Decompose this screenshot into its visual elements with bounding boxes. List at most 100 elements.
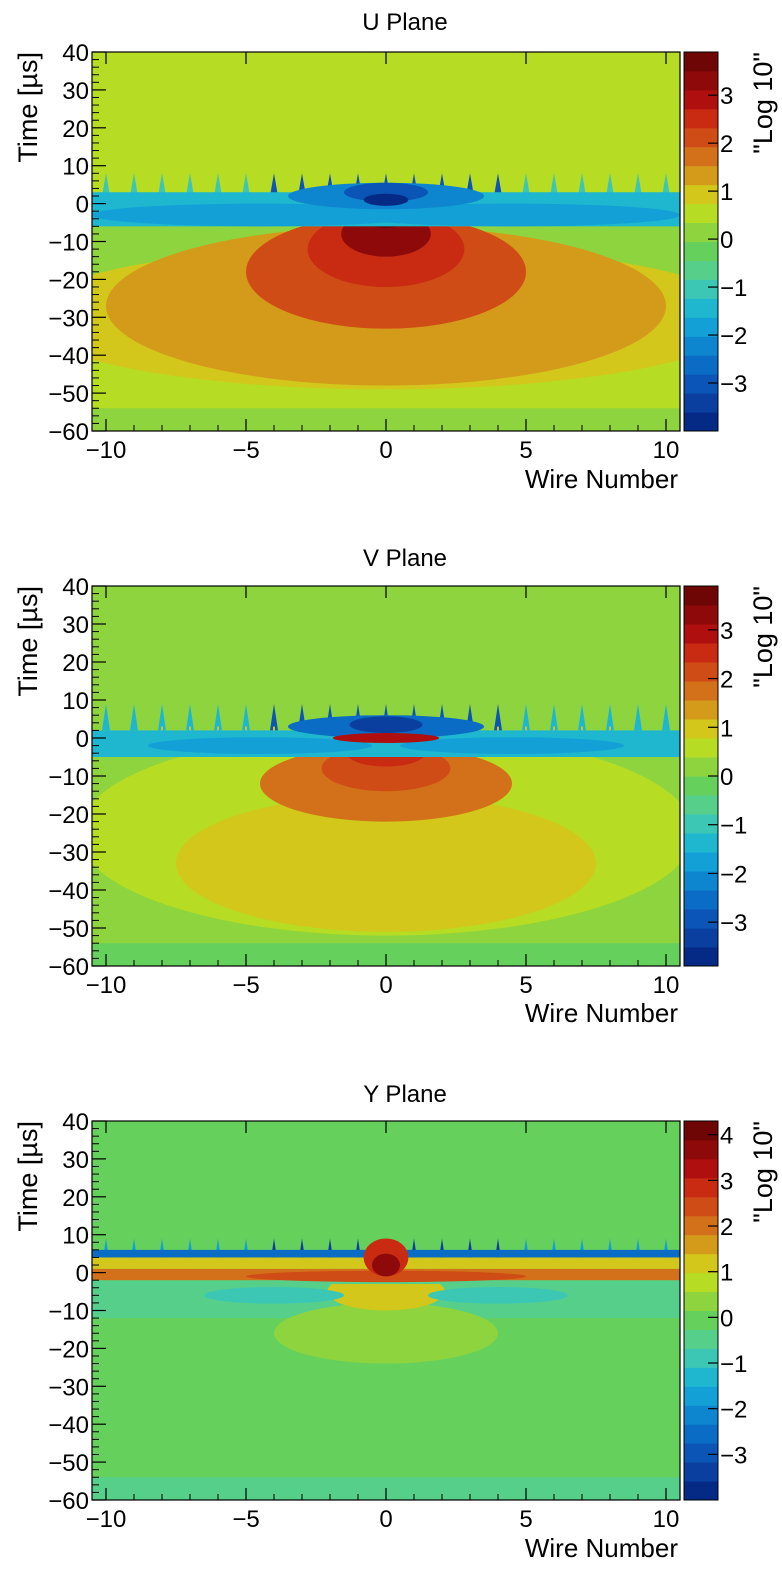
colorbar-segment <box>684 624 718 644</box>
y-tick-label: −20 <box>48 267 89 294</box>
colorbar-segment <box>684 1405 718 1425</box>
contour-region <box>92 203 428 227</box>
colorbar-segment <box>684 662 718 682</box>
x-tick-label: 5 <box>519 1506 532 1533</box>
colorbar-segment <box>684 222 718 242</box>
colorbar-segment <box>684 412 718 432</box>
colorbar-segment <box>684 260 718 280</box>
colorbar-segment <box>684 1443 718 1463</box>
colorbar-tick-label: 3 <box>720 1168 733 1195</box>
colorbar-segment <box>684 757 718 777</box>
contour-region <box>148 737 372 754</box>
colorbar-tick-label: 1 <box>720 715 733 742</box>
y-axis-label: Time [µs] <box>13 1121 43 1232</box>
colorbar-tick-label: 3 <box>720 618 733 645</box>
plot-title: Y Plane <box>363 1081 447 1108</box>
colorbar-segment <box>684 1386 718 1406</box>
spike-mark <box>158 173 166 197</box>
colorbar-segment <box>684 165 718 186</box>
spike-mark <box>130 173 138 197</box>
contour-region <box>428 1287 568 1304</box>
colorbar-segment <box>684 643 718 663</box>
colorbar-tick-label: 4 <box>720 1123 733 1150</box>
spike-mark <box>186 703 194 731</box>
colorbar-tick-label: 1 <box>720 179 733 206</box>
colorbar-segment <box>684 52 718 72</box>
spike-mark <box>606 703 614 731</box>
y-tick-label: −50 <box>48 381 89 408</box>
colorbar-segment <box>684 241 718 261</box>
plot-panel-y-plane: −10 −5 0 5 10403020100−10−20−30−40−50−604321… <box>13 1081 778 1563</box>
contour-region <box>204 1287 344 1304</box>
contour-region <box>372 1253 400 1277</box>
colorbar-segment <box>684 1348 718 1368</box>
spike-mark <box>578 703 586 731</box>
y-tick-label: 30 <box>62 1147 89 1174</box>
spike-mark <box>102 173 110 197</box>
colorbar-segment <box>684 1329 718 1349</box>
y-tick-label: 0 <box>76 726 89 753</box>
colorbar-segment <box>684 909 718 929</box>
x-tick-label: 0 <box>379 437 392 464</box>
y-tick-label: 10 <box>62 688 89 715</box>
x-tick-label: 0 <box>379 1506 392 1533</box>
spike-mark <box>606 173 614 197</box>
colorbar-segment <box>684 1310 718 1330</box>
plot-title: U Plane <box>362 9 447 36</box>
spike-mark <box>214 703 222 731</box>
spike-mark <box>522 703 530 731</box>
colorbar-segment <box>684 738 718 758</box>
colorbar-segment <box>684 1367 718 1387</box>
heatmap-area <box>92 586 680 966</box>
spike-mark <box>634 703 642 731</box>
colorbar-segment <box>684 89 718 110</box>
y-tick-label: −30 <box>48 305 89 332</box>
y-tick-label: 40 <box>62 1109 89 1136</box>
colorbar-tick-label: 0 <box>720 764 733 791</box>
colorbar-segment <box>684 1215 718 1236</box>
colorbar-segment <box>684 336 718 356</box>
colorbar-tick-label: −3 <box>720 371 747 398</box>
contour-region <box>274 1302 498 1364</box>
heatmap-area <box>92 1121 680 1500</box>
colorbar-segment <box>684 586 718 606</box>
spike-mark <box>662 703 670 731</box>
y-tick-label: −50 <box>48 1450 89 1477</box>
spike-mark <box>578 173 586 197</box>
colorbar-label: "Log 10" <box>748 1121 778 1223</box>
colorbar-segment <box>684 355 718 375</box>
colorbar-segment <box>684 279 718 299</box>
x-tick-label: 5 <box>519 972 532 999</box>
contour-region <box>327 1283 445 1311</box>
colorbar-frame <box>683 51 719 432</box>
x-axis-label: Wire Number <box>525 998 678 1028</box>
colorbar-label: "Log 10" <box>748 586 778 688</box>
spike-mark <box>494 703 502 731</box>
colorbar-segment <box>684 852 718 872</box>
spike-mark <box>158 703 166 731</box>
x-tick-label: −10 <box>86 1506 127 1533</box>
colorbar-tick-label: 3 <box>720 83 733 110</box>
colorbar-segment <box>684 947 718 967</box>
colorbar-segment <box>684 1272 718 1293</box>
spike-mark <box>270 703 278 731</box>
colorbar-segment <box>684 1291 718 1311</box>
colorbar-segment <box>684 928 718 948</box>
y-tick-label: −40 <box>48 878 89 905</box>
y-tick-label: −50 <box>48 916 89 943</box>
colorbar-segment <box>684 1139 718 1160</box>
spike-mark <box>270 173 278 197</box>
colorbar-tick-label: 2 <box>720 667 733 694</box>
y-tick-label: 30 <box>62 612 89 639</box>
plot-panel-u-plane: −10 −5 0 5 10403020100−10−20−30−40−50−603210… <box>13 9 778 494</box>
spike-mark <box>550 703 558 731</box>
spike-mark <box>242 703 250 731</box>
y-tick-label: −60 <box>48 954 89 981</box>
spike-mark <box>522 173 530 197</box>
colorbar-segment <box>684 374 718 394</box>
colorbar-segment <box>684 1253 718 1274</box>
colorbar-segment <box>684 776 718 796</box>
colorbar-segment <box>684 605 718 625</box>
